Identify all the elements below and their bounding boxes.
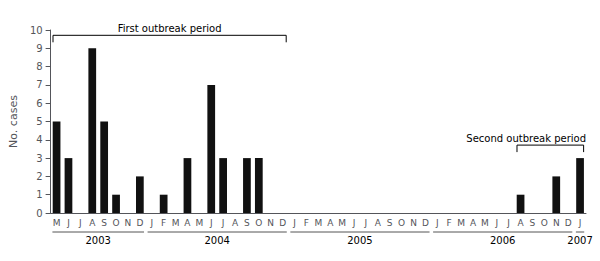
svg-text:6: 6 <box>36 98 42 109</box>
svg-text:O: O <box>113 218 120 228</box>
svg-text:J: J <box>364 218 368 228</box>
svg-text:J: J <box>578 218 582 228</box>
svg-text:2004: 2004 <box>204 235 229 246</box>
svg-text:O: O <box>398 218 405 228</box>
svg-text:J: J <box>78 218 82 228</box>
svg-text:4: 4 <box>36 134 42 145</box>
svg-text:J: J <box>221 218 225 228</box>
svg-text:2: 2 <box>36 171 42 182</box>
svg-text:O: O <box>541 218 548 228</box>
svg-text:J: J <box>435 218 439 228</box>
svg-text:A: A <box>232 218 239 228</box>
svg-text:J: J <box>149 218 153 228</box>
svg-text:N: N <box>553 218 560 228</box>
svg-text:A: A <box>375 218 382 228</box>
svg-text:J: J <box>494 218 498 228</box>
svg-text:M: M <box>314 218 322 228</box>
svg-text:2006: 2006 <box>490 235 515 246</box>
svg-text:M: M <box>338 218 346 228</box>
svg-text:M: M <box>195 218 203 228</box>
svg-text:3: 3 <box>36 153 42 164</box>
svg-text:F: F <box>304 218 309 228</box>
svg-text:0: 0 <box>36 208 42 219</box>
svg-text:J: J <box>506 218 510 228</box>
svg-text:A: A <box>184 218 191 228</box>
svg-text:N: N <box>410 218 417 228</box>
svg-text:N: N <box>125 218 132 228</box>
svg-text:F: F <box>161 218 166 228</box>
svg-text:D: D <box>565 218 572 228</box>
svg-text:S: S <box>244 218 250 228</box>
svg-text:F: F <box>447 218 452 228</box>
svg-text:10: 10 <box>30 25 43 36</box>
svg-text:J: J <box>292 218 296 228</box>
svg-text:9: 9 <box>36 43 42 54</box>
svg-text:S: S <box>387 218 393 228</box>
svg-text:S: S <box>530 218 536 228</box>
svg-text:M: M <box>481 218 489 228</box>
svg-text:D: D <box>136 218 143 228</box>
svg-text:D: D <box>422 218 429 228</box>
svg-text:J: J <box>209 218 213 228</box>
svg-text:A: A <box>89 218 96 228</box>
svg-text:A: A <box>470 218 477 228</box>
svg-text:No. cases: No. cases <box>7 95 20 148</box>
svg-text:S: S <box>101 218 107 228</box>
svg-text:M: M <box>457 218 465 228</box>
svg-text:7: 7 <box>36 79 42 90</box>
svg-text:First outbreak period: First outbreak period <box>118 23 222 34</box>
svg-text:O: O <box>255 218 262 228</box>
svg-text:2007: 2007 <box>567 235 592 246</box>
svg-text:J: J <box>352 218 356 228</box>
svg-text:D: D <box>279 218 286 228</box>
svg-text:2003: 2003 <box>85 235 110 246</box>
svg-text:Second outbreak period: Second outbreak period <box>466 133 586 144</box>
svg-text:A: A <box>327 218 334 228</box>
svg-text:J: J <box>66 218 70 228</box>
svg-text:2005: 2005 <box>347 235 372 246</box>
svg-text:1: 1 <box>36 189 42 200</box>
svg-text:8: 8 <box>36 61 42 72</box>
svg-text:M: M <box>172 218 180 228</box>
svg-text:M: M <box>53 218 61 228</box>
svg-text:5: 5 <box>36 116 42 127</box>
svg-text:N: N <box>267 218 274 228</box>
svg-text:A: A <box>517 218 524 228</box>
